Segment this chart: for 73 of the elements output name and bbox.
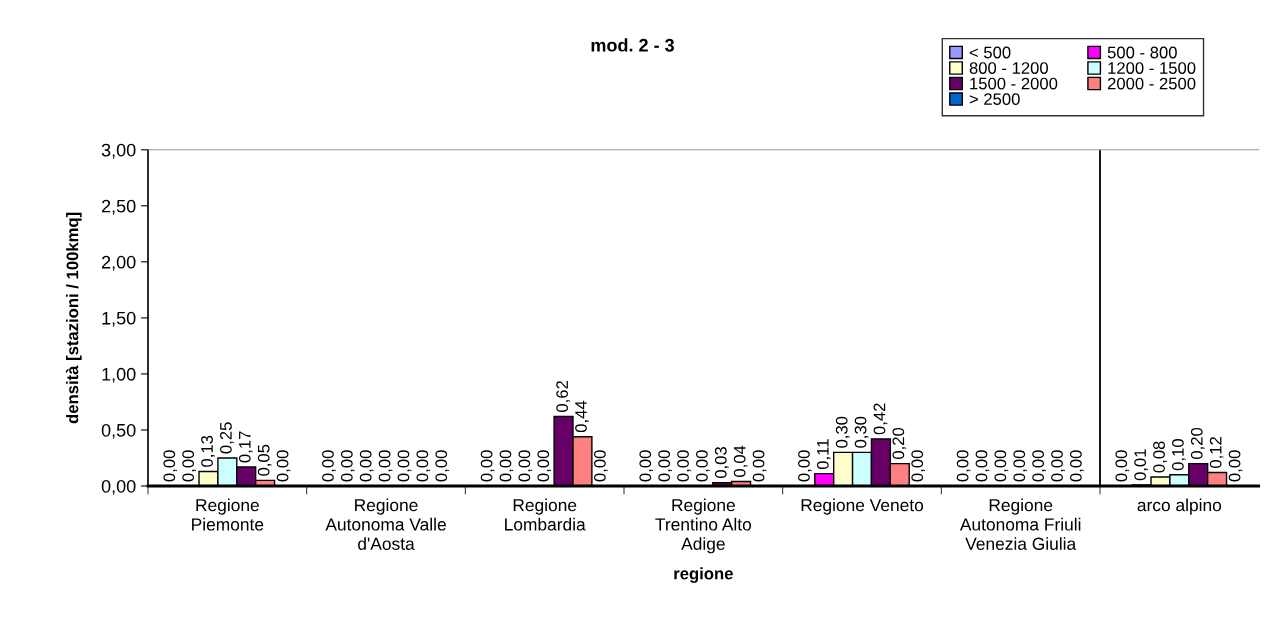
data-label: 0,17 [238, 431, 253, 463]
data-label: 0,25 [220, 422, 234, 454]
data-label: 0,00 [359, 450, 374, 482]
data-label: 0,42 [873, 403, 888, 435]
data-label: 0,00 [752, 450, 767, 482]
data-label: 0,00 [911, 450, 926, 482]
data-label: 0,00 [975, 450, 990, 482]
data-label: 0,00 [1032, 450, 1046, 482]
data-label: 0,00 [416, 450, 431, 482]
data-label: 0,62 [556, 381, 570, 412]
chart-title: mod. 2 - 3 [591, 38, 674, 52]
y-tick-label: 1,50 [102, 311, 136, 327]
y-tick-label: 3,00 [101, 143, 136, 159]
data-label: 0,12 [1209, 437, 1224, 468]
x-tick-label: Regione Lombardia [505, 498, 586, 531]
x-tick-label: Regione Veneto [801, 498, 924, 515]
data-label: 0,04 [733, 445, 748, 477]
data-label: 0,30 [854, 416, 869, 448]
data-label: 0,08 [1153, 441, 1167, 473]
data-label: 0,00 [435, 450, 450, 482]
data-label: 0,00 [518, 450, 533, 482]
legend-label: 2000 - 2500 [1107, 77, 1196, 90]
data-label: 0,00 [276, 450, 291, 482]
data-label: 0,00 [322, 450, 336, 482]
y-tick-label: 0,00 [101, 479, 136, 495]
data-label: 0,20 [892, 427, 907, 460]
data-label: 0,00 [658, 450, 673, 482]
data-label: 0,00 [677, 450, 691, 482]
data-label: 0,00 [499, 450, 514, 482]
data-label: 0,11 [816, 439, 831, 470]
data-label: 0,00 [798, 450, 812, 482]
data-label: 0,00 [994, 450, 1009, 482]
legend-label: 1500 - 2000 [970, 77, 1058, 90]
y-tick-label: 0,50 [101, 423, 136, 439]
y-tick-label: 2,50 [101, 199, 136, 215]
data-label: 0,00 [163, 450, 178, 482]
y-axis-title: densità [stazioni / 100kmq] [65, 212, 82, 424]
y-tick-label: 1,00 [102, 367, 136, 383]
legend-label: > 2500 [969, 93, 1020, 106]
x-tick-label: Regione Piemonte [192, 498, 264, 531]
data-label: 0,01 [1134, 449, 1149, 481]
legend-label: < 500 [969, 46, 1011, 59]
data-label: 0,00 [1013, 450, 1028, 482]
legend-label: 1200 - 1500 [1108, 62, 1196, 74]
data-label: 0,20 [1190, 427, 1205, 460]
data-label: 0,13 [201, 435, 215, 467]
data-label: 0,00 [1115, 450, 1130, 482]
legend-label: 800 - 1200 [969, 62, 1048, 74]
data-label: 0,00 [182, 450, 197, 482]
data-label: 0,00 [639, 450, 654, 482]
data-label: 0,03 [714, 447, 729, 479]
data-label: 0,00 [696, 450, 710, 482]
x-tick-label: Regione Autonoma Valle d'Aosta [325, 498, 446, 550]
data-label: 0,44 [575, 400, 589, 433]
data-label: 0,00 [956, 450, 971, 482]
data-label: 0,00 [480, 450, 495, 482]
y-tick-label: 2,00 [101, 255, 136, 271]
data-label: 0,05 [257, 444, 272, 476]
data-label: 0,10 [1172, 439, 1186, 471]
x-tick-label: Regione Trentino Alto Adige [655, 498, 752, 554]
data-label: 0,00 [593, 450, 608, 482]
data-label: 0,30 [835, 416, 850, 448]
data-label: 0,00 [1051, 450, 1065, 482]
x-axis-title: regione [674, 567, 733, 583]
data-label: 0,00 [1069, 450, 1084, 482]
data-label: 0,00 [1228, 450, 1243, 482]
data-label: 0,00 [537, 450, 552, 482]
legend-label: 500 - 800 [1107, 46, 1177, 59]
data-label: 0,00 [340, 450, 355, 482]
data-label: 0,00 [397, 450, 412, 482]
x-tick-label: arco alpino [1137, 498, 1222, 515]
data-label: 0,00 [378, 450, 393, 482]
x-tick-label: Regione Autonoma Friuli Venezia Giulia [959, 498, 1081, 550]
